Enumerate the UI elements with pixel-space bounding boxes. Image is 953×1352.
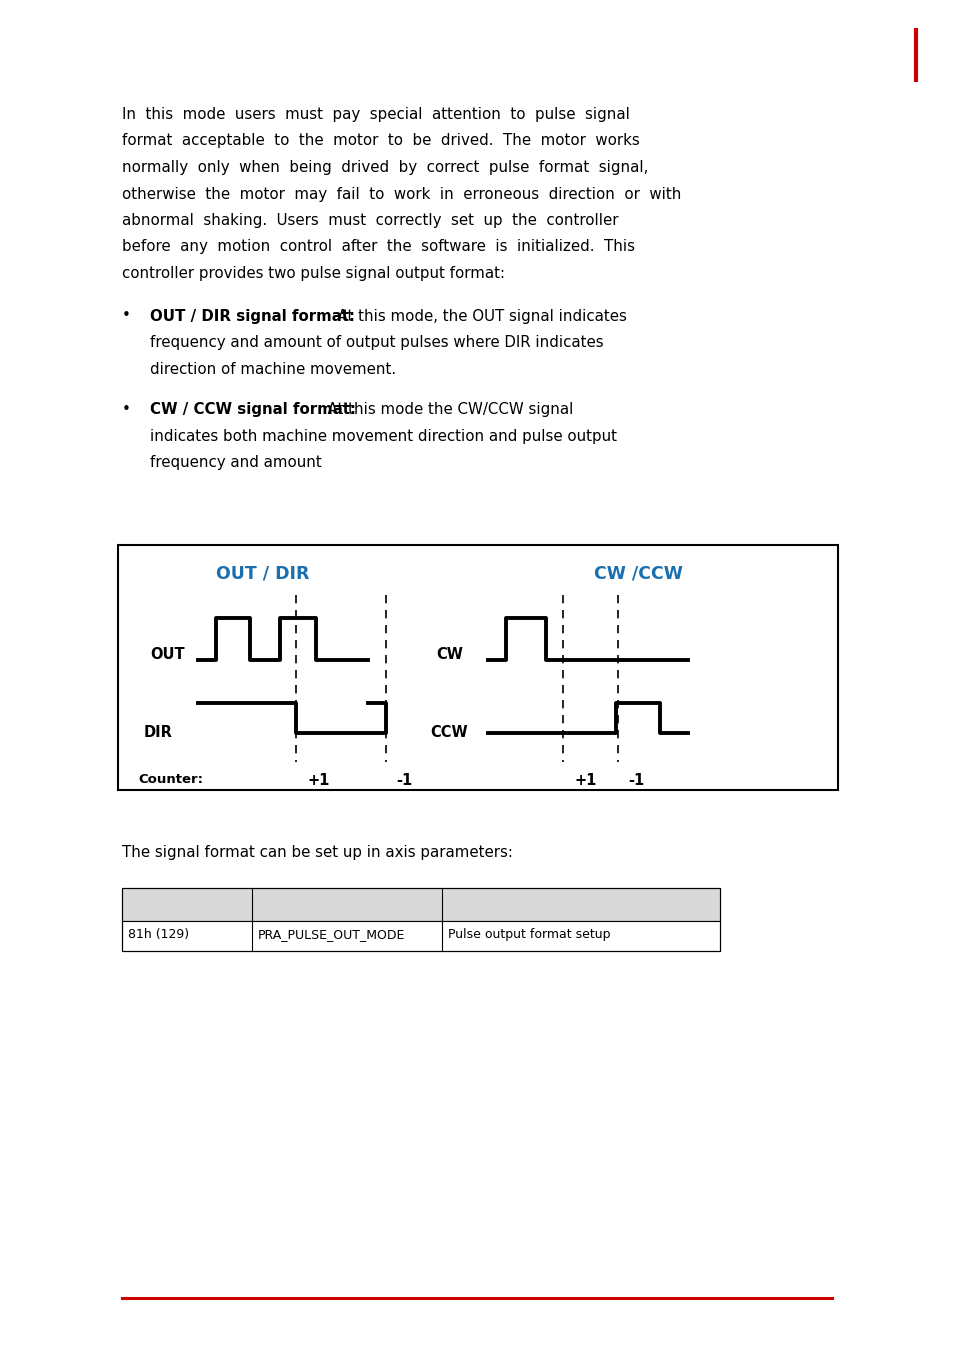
- Text: normally  only  when  being  drived  by  correct  pulse  format  signal,: normally only when being drived by corre…: [122, 160, 648, 174]
- Text: •: •: [122, 402, 131, 416]
- Text: •: •: [122, 308, 131, 323]
- Text: CW: CW: [436, 648, 462, 662]
- Text: PRA_PULSE_OUT_MODE: PRA_PULSE_OUT_MODE: [257, 927, 405, 941]
- Bar: [118, 545, 837, 790]
- Text: -1: -1: [395, 773, 412, 788]
- Text: At this mode the CW/CCW signal: At this mode the CW/CCW signal: [317, 402, 573, 416]
- Text: frequency and amount: frequency and amount: [150, 456, 321, 470]
- Text: CW / CCW signal format:: CW / CCW signal format:: [150, 402, 355, 416]
- Text: format  acceptable  to  the  motor  to  be  drived.  The  motor  works: format acceptable to the motor to be dri…: [122, 134, 639, 149]
- Text: before  any  motion  control  after  the  software  is  initialized.  This: before any motion control after the soft…: [122, 239, 635, 254]
- Text: The signal format can be set up in axis parameters:: The signal format can be set up in axis …: [122, 845, 513, 860]
- Bar: [122, 888, 720, 950]
- Text: OUT / DIR signal format:: OUT / DIR signal format:: [150, 308, 355, 323]
- Text: CCW: CCW: [430, 725, 467, 740]
- Text: Counter:: Counter:: [138, 773, 203, 786]
- Text: direction of machine movement.: direction of machine movement.: [150, 361, 395, 376]
- Text: +1: +1: [575, 773, 597, 788]
- Text: otherwise  the  motor  may  fail  to  work  in  erroneous  direction  or  with: otherwise the motor may fail to work in …: [122, 187, 680, 201]
- Text: 81h (129): 81h (129): [128, 927, 189, 941]
- Text: In  this  mode  users  must  pay  special  attention  to  pulse  signal: In this mode users must pay special atte…: [122, 107, 629, 122]
- Bar: [122, 921, 720, 950]
- Text: -1: -1: [627, 773, 643, 788]
- Text: OUT / DIR: OUT / DIR: [216, 565, 310, 583]
- Text: abnormal  shaking.  Users  must  correctly  set  up  the  controller: abnormal shaking. Users must correctly s…: [122, 214, 618, 228]
- Text: +1: +1: [308, 773, 330, 788]
- Text: DIR: DIR: [144, 725, 172, 740]
- Text: OUT: OUT: [150, 648, 185, 662]
- Text: CW /CCW: CW /CCW: [593, 565, 681, 583]
- Bar: [122, 888, 720, 921]
- Text: At this mode, the OUT signal indicates: At this mode, the OUT signal indicates: [328, 308, 626, 323]
- Text: frequency and amount of output pulses where DIR indicates: frequency and amount of output pulses wh…: [150, 335, 603, 350]
- Text: indicates both machine movement direction and pulse output: indicates both machine movement directio…: [150, 429, 617, 443]
- Text: Pulse output format setup: Pulse output format setup: [448, 927, 610, 941]
- Text: controller provides two pulse signal output format:: controller provides two pulse signal out…: [122, 266, 504, 281]
